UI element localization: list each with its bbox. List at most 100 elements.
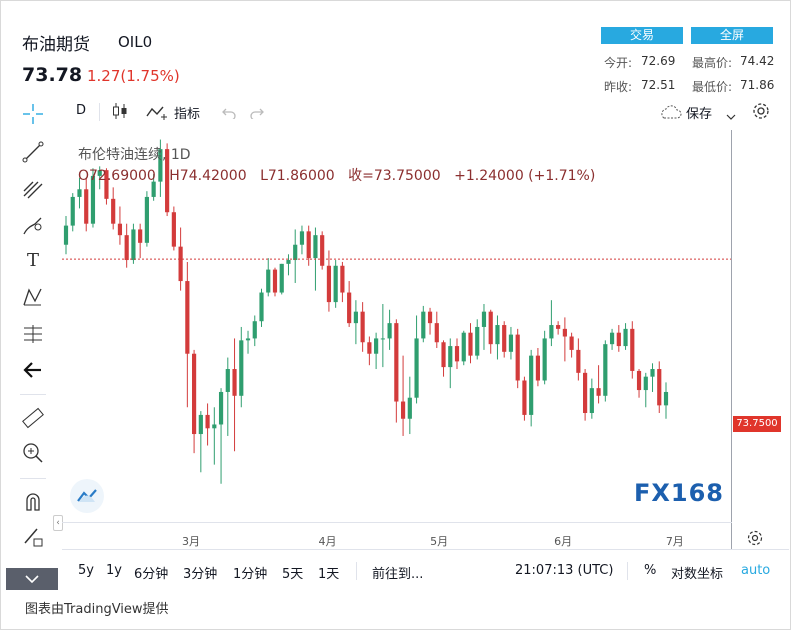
time-axis-border — [62, 522, 732, 523]
candle-body — [414, 338, 419, 398]
fx168-watermark: FX168 — [634, 479, 724, 507]
range-button[interactable]: 1y — [106, 563, 122, 578]
range-button[interactable]: 5y — [78, 563, 94, 578]
candle-body — [165, 149, 170, 213]
trade-button[interactable]: 交易 — [601, 27, 683, 44]
candle-body — [562, 328, 567, 337]
time-axis-tick: 7月 — [665, 535, 684, 548]
candle-body — [488, 311, 493, 345]
candle-body — [70, 196, 75, 226]
candle-body — [589, 388, 594, 414]
legend-change: +1.24000 (+1.71%) — [454, 168, 596, 184]
candle-body — [448, 346, 453, 368]
pattern-icon[interactable] — [18, 285, 48, 314]
range-button[interactable]: 1分钟 — [233, 567, 268, 582]
measure-projection-icon[interactable] — [18, 322, 48, 351]
log-scale-toggle[interactable]: 对数坐标 — [671, 567, 724, 582]
interval-button[interactable]: D — [76, 103, 87, 118]
candle-body — [252, 321, 257, 339]
candle-body — [569, 336, 574, 350]
candle-body — [353, 311, 358, 324]
auto-scale-toggle[interactable]: auto — [741, 563, 771, 578]
candle-body — [481, 311, 487, 327]
footer-credit[interactable]: 图表由TradingView提供 — [25, 602, 169, 617]
collapse-toolbar-button[interactable] — [6, 568, 58, 590]
legend-title: 布伦特油连续, 1D — [78, 147, 191, 163]
candle-body — [609, 332, 615, 345]
fullscreen-button[interactable]: 全屏 — [691, 27, 773, 44]
candle-body — [380, 338, 385, 340]
candle-body — [178, 246, 183, 282]
candle-body — [394, 323, 399, 402]
axis-settings-gear-icon[interactable] — [746, 529, 764, 551]
trend-line-icon[interactable] — [18, 140, 48, 169]
candlestick-chart[interactable] — [62, 130, 732, 522]
candle-body — [367, 342, 372, 354]
settings-gear-icon[interactable] — [751, 101, 771, 125]
undo-icon[interactable] — [222, 104, 236, 123]
candle-body — [630, 328, 635, 371]
candle-body — [374, 338, 379, 354]
price-axis-border — [731, 130, 732, 549]
indicators-icon[interactable] — [146, 104, 170, 124]
candle-body — [421, 311, 426, 339]
range-button[interactable]: 1天 — [318, 567, 340, 582]
open-value: 72.69 — [641, 54, 676, 68]
lock-pencil-icon[interactable] — [18, 525, 48, 554]
magnet-icon[interactable] — [18, 490, 48, 519]
high-label: 最高价: — [692, 56, 733, 70]
toolbar-divider — [99, 103, 100, 121]
crosshair-icon[interactable] — [18, 102, 48, 131]
last-price-tag: 73.7500 — [733, 416, 781, 432]
indicators-button[interactable]: 指标 — [174, 107, 201, 122]
candle-style-icon[interactable] — [112, 102, 128, 124]
candle-body — [508, 334, 514, 352]
candle-body — [400, 401, 406, 419]
cloud-save-icon[interactable] — [658, 104, 682, 124]
candle-body — [293, 244, 298, 261]
utc-clock[interactable]: 21:07:13 (UTC) — [515, 563, 614, 578]
candle-body — [522, 380, 527, 415]
goto-date-button[interactable]: 前往到... — [372, 567, 424, 582]
candle-body — [198, 414, 203, 435]
bottom-divider-2 — [627, 562, 628, 580]
chevron-down-icon[interactable] — [726, 106, 736, 125]
redo-icon[interactable] — [250, 104, 264, 123]
candle-body — [616, 332, 621, 347]
candle-body — [279, 263, 284, 293]
prevclose-label: 昨收: — [604, 80, 633, 94]
text-tool-icon[interactable]: T — [26, 250, 39, 271]
tools-divider — [20, 394, 46, 395]
percent-toggle[interactable]: % — [644, 563, 657, 578]
candle-body — [306, 231, 311, 259]
brush-icon[interactable] — [18, 214, 48, 243]
back-arrow-icon[interactable] — [18, 358, 48, 387]
panel-toggle-handle[interactable]: ‹ — [53, 515, 63, 531]
time-axis-tick: 6月 — [554, 535, 573, 548]
candle-body — [299, 231, 305, 245]
range-button[interactable]: 3分钟 — [183, 567, 218, 582]
candle-body — [529, 355, 534, 415]
candle-body — [360, 311, 365, 343]
bottom-bar-divider — [62, 549, 789, 550]
price-change: 1.27(1.75%) — [87, 67, 180, 85]
range-button[interactable]: 5天 — [282, 567, 304, 582]
candle-body — [171, 212, 176, 247]
candle-body — [151, 181, 156, 197]
range-button[interactable]: 6分钟 — [134, 567, 169, 582]
candle-body — [63, 225, 69, 245]
fib-tool-icon[interactable] — [18, 177, 48, 206]
legend-ohlc: O72.69000 H74.42000 L71.86000 收=73.75000… — [78, 165, 604, 185]
legend-high: H74.42000 — [169, 168, 247, 184]
ruler-icon[interactable] — [18, 406, 48, 435]
tradingview-logo-icon[interactable] — [70, 479, 104, 513]
save-button[interactable]: 保存 — [686, 107, 713, 122]
candle-body — [441, 342, 446, 368]
candle-body — [454, 346, 460, 362]
candle-body — [313, 235, 318, 259]
instrument-symbol: OIL0 — [118, 33, 153, 51]
candle-body — [232, 369, 237, 396]
candle-body — [272, 269, 278, 293]
zoom-in-icon[interactable] — [18, 441, 48, 470]
candle-body — [158, 149, 163, 182]
